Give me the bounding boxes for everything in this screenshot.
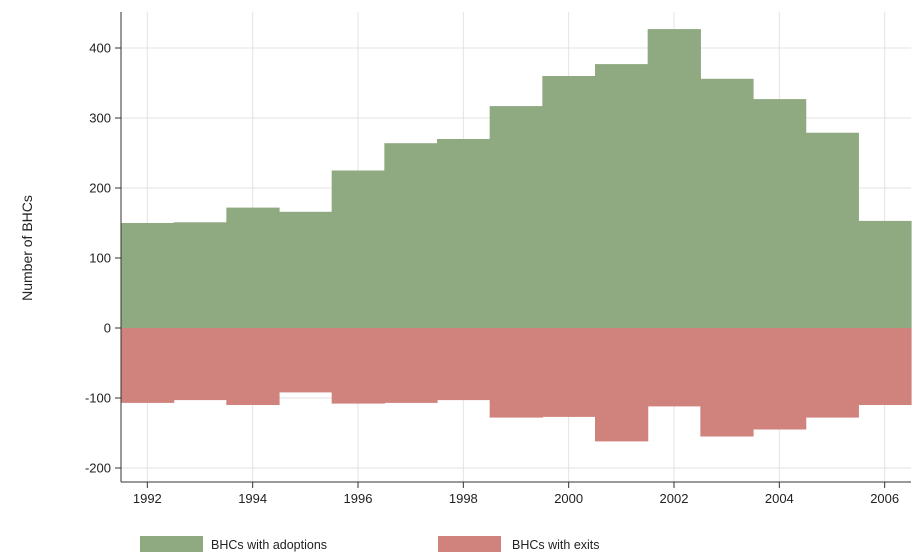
x-tick-label: 1994 [238,491,267,506]
x-tick-label: 2006 [870,491,899,506]
axes: -200 -100 0 100 200 300 400 1992 1994 1996 1998 200… [85,12,911,506]
legend: BHCs with adoptions BHCs with exits [140,536,600,552]
bar [595,64,649,328]
bar [173,222,227,328]
x-tick-label: 2000 [554,491,583,506]
legend-label: BHCs with exits [512,538,600,552]
bar [437,139,491,328]
x-tick-label: 2004 [765,491,794,506]
y-tick-label: 0 [104,321,111,336]
bar [279,211,333,328]
legend-label: BHCs with adoptions [211,538,327,552]
bar [542,76,596,328]
bar [384,328,438,403]
x-tick-label: 1992 [133,491,162,506]
y-tick-label: 100 [89,251,111,266]
bar [595,328,649,442]
bar [384,143,438,328]
y-tick-label: 200 [89,181,111,196]
x-tick-label: 2002 [660,491,689,506]
bar [279,328,333,393]
bar [331,328,385,404]
x-tick-label: 1996 [344,491,373,506]
y-axis-title: Number of BHCs [19,195,35,301]
bar [542,328,596,417]
y-tick-label: -200 [85,461,111,476]
bar [489,106,543,328]
bar [700,328,754,437]
legend-swatch [140,536,203,552]
bar [173,328,227,401]
bar [753,99,807,328]
bar [647,29,701,328]
bar [647,328,701,407]
bar [700,78,754,328]
bar [858,220,912,328]
y-tick-label: 300 [89,111,111,126]
legend-swatch [438,536,501,552]
bar [121,328,175,403]
y-tick-label: 400 [89,41,111,56]
x-tick-label: 1998 [449,491,478,506]
bar [753,328,807,430]
bars [121,29,912,442]
bar [489,328,543,418]
bar [805,328,859,418]
bar [226,328,280,405]
bar [226,207,280,328]
bar [121,223,175,328]
bar [331,170,385,328]
bar [858,328,912,405]
bar [805,132,859,328]
y-tick-label: -100 [85,391,111,406]
bar [437,328,491,401]
